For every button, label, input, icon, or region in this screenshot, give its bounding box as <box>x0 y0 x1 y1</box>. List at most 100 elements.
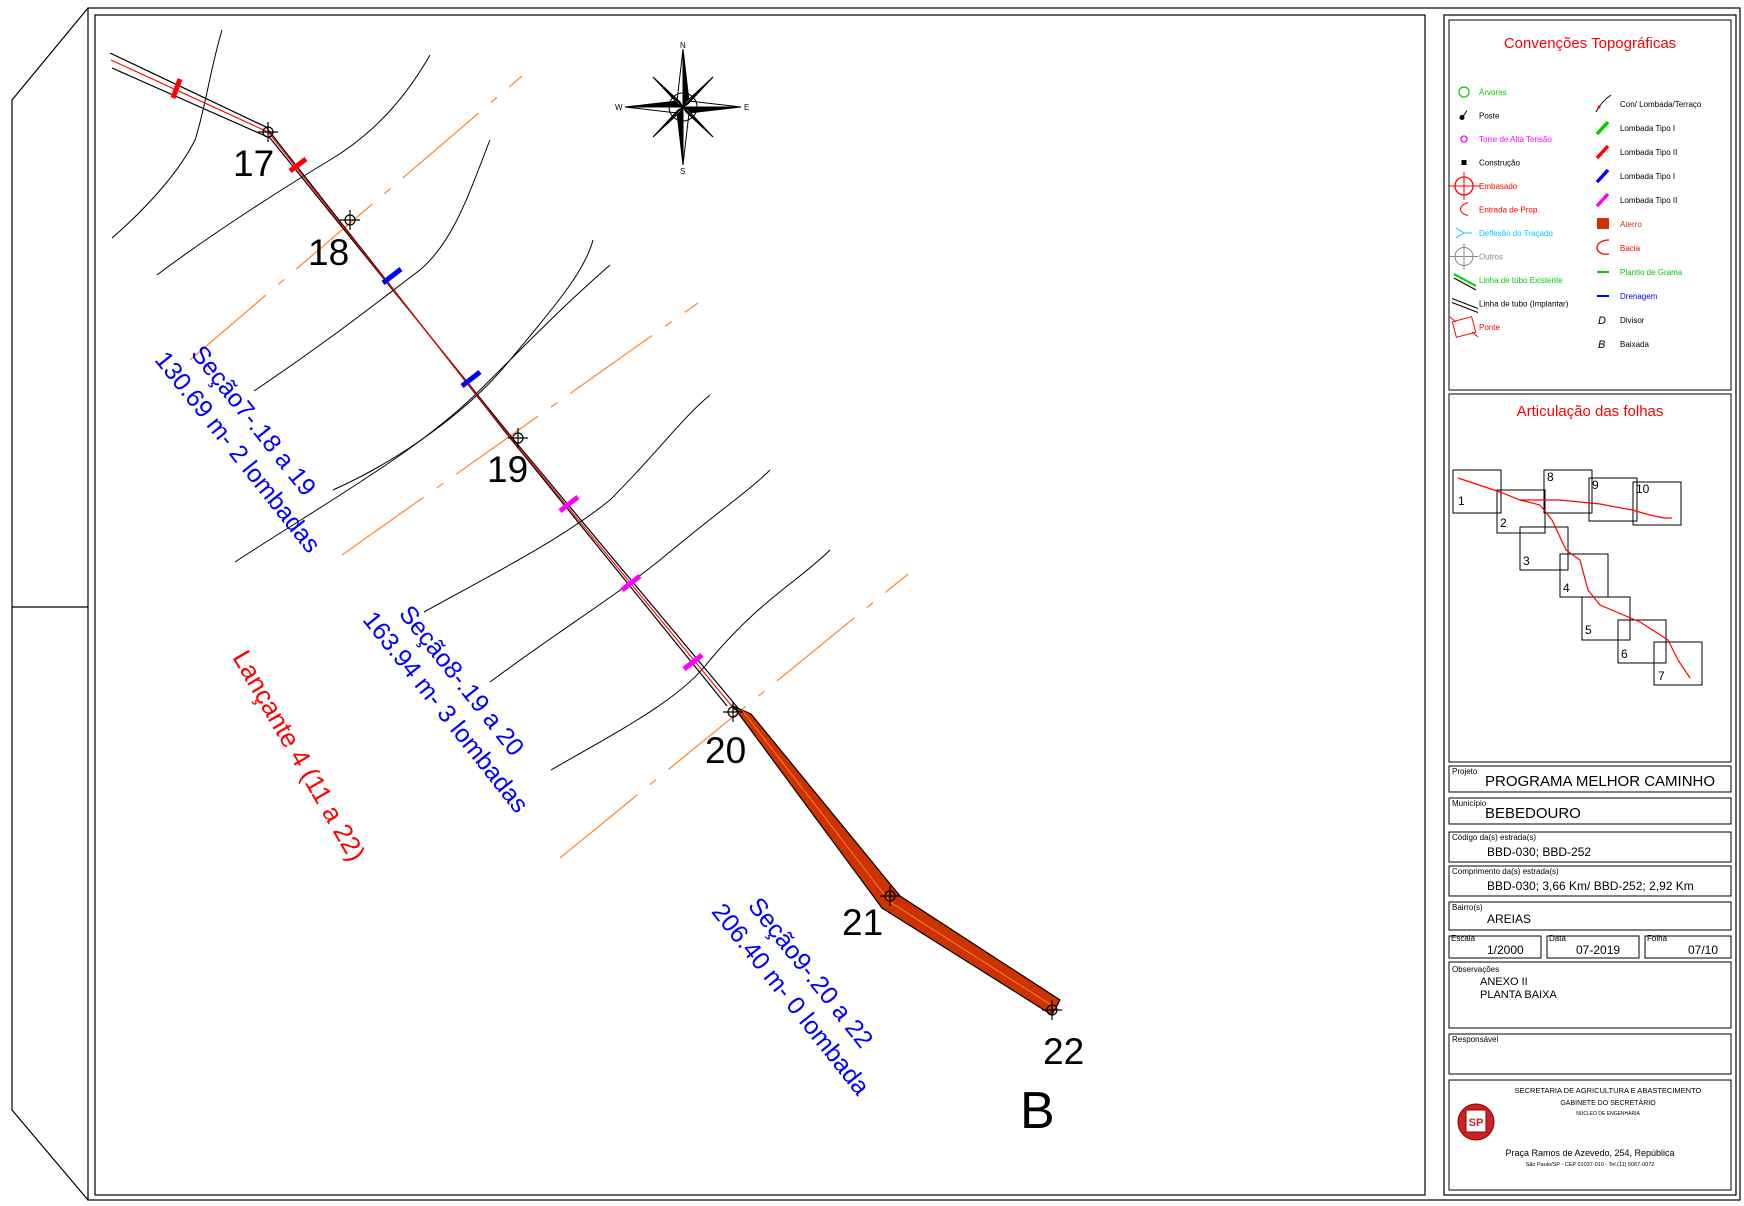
resp-label: Responsável <box>1452 1035 1498 1044</box>
lombada-icon <box>1595 144 1610 160</box>
bairro-label: Bairro(s) <box>1452 903 1483 912</box>
lombada-magenta <box>682 653 704 671</box>
sheet-number: 7 <box>1658 669 1665 683</box>
lombada-icon <box>1595 168 1610 184</box>
legend-right-column: Con/ Lombada/Terraço Lombada Tipo I Lombad… <box>1595 94 1702 351</box>
legend-label: Con/ Lombada/Terraço <box>1620 100 1702 109</box>
lombada-blue <box>460 370 482 388</box>
station-marker <box>508 428 528 448</box>
lombada-red <box>170 78 183 99</box>
compass-e: E <box>744 103 749 112</box>
station-marker <box>340 210 360 230</box>
station-label: 21 <box>842 902 883 943</box>
comprimento-value: BBD-030; 3,66 Km/ BBD-252; 2,92 Km <box>1487 879 1694 893</box>
section-label-8: Seção8-.19 a 20 163.94 m- 3 lombadas <box>357 600 534 818</box>
contour-lines <box>111 29 831 771</box>
sheet-box <box>1653 641 1703 686</box>
tower-icon <box>1460 135 1468 143</box>
sheet-number: 6 <box>1621 647 1628 661</box>
entry-icon <box>1460 202 1469 216</box>
sheet-number: 2 <box>1500 516 1507 530</box>
sheet-index <box>1452 469 1703 686</box>
sheet-number: 4 <box>1563 581 1570 595</box>
legend-symbol: B <box>1598 339 1605 351</box>
legend-label: Linha de tubo (Implantar) <box>1479 300 1569 309</box>
route-trace <box>1520 499 1672 519</box>
section-line <box>341 302 699 556</box>
obs-line2: PLANTA BAIXA <box>1480 989 1557 1001</box>
legend-title: Convenções Topográficas <box>1504 35 1676 52</box>
escala-value: 1/2000 <box>1487 943 1524 957</box>
legend-label: Aterro <box>1620 220 1642 229</box>
sheet-frame <box>11 7 1741 1201</box>
compass-rose: N S E W <box>615 41 749 176</box>
legend-label: Outros <box>1479 253 1503 262</box>
lombada-magenta <box>558 495 580 513</box>
station-label: 17 <box>233 143 274 184</box>
lombada-blue <box>381 267 403 285</box>
section-label-7: Seção7-.18 a 19 130.69 m- 2 lombadas <box>149 340 326 558</box>
pipe-new-icon <box>1451 298 1479 313</box>
org-line3: NÚCLEO DE ENGENHARIA <box>1576 1110 1640 1117</box>
projeto-value: PROGRAMA MELHOR CAMINHO <box>1485 773 1715 790</box>
station-labels: 17 18 19 20 21 22 <box>233 143 1084 1072</box>
contour-line <box>332 239 594 491</box>
legend-label: Torre de Alta Tensão <box>1479 135 1552 144</box>
sheet-number: 9 <box>1592 478 1599 492</box>
seal-text: SP <box>1469 1117 1484 1129</box>
contour-line <box>423 394 711 613</box>
pole-icon <box>1459 110 1468 120</box>
section-line <box>189 75 523 361</box>
legend-label: Plantio de Grama <box>1620 268 1683 277</box>
station-marker <box>723 702 743 722</box>
org-block: SP SECRETARIA DE AGRICULTURA E ABASTECIM… <box>1457 1086 1702 1168</box>
lombada-icon <box>1595 120 1610 136</box>
sheet-box <box>1543 469 1593 514</box>
lombada-red <box>288 157 308 173</box>
station-label: 18 <box>308 232 349 273</box>
obs-line1: ANEXO II <box>1480 976 1528 988</box>
legend-label: Lombada Tipo II <box>1620 196 1677 205</box>
legend-left-column: Árvores Poste Torre de Alta Tensão Construç… <box>1448 86 1569 338</box>
legend-label: Poste <box>1479 112 1500 121</box>
aterro-icon <box>1597 218 1609 229</box>
articulacao-panel: Articulação das folhas 1 2 3 4 5 6 7 8 9 <box>1448 393 1732 763</box>
contour-line <box>234 264 611 563</box>
others-icon <box>1450 243 1478 270</box>
title-block <box>1448 765 1732 1191</box>
contour-line <box>550 549 831 771</box>
contour-line <box>156 54 431 276</box>
lombada-magenta <box>620 574 642 592</box>
data-value: 07-2019 <box>1576 943 1620 957</box>
folha-value: 07/10 <box>1688 943 1718 957</box>
legend-label: Ponte <box>1479 323 1500 332</box>
escala-label: Escala <box>1451 934 1476 943</box>
legend-label: Deflexão do Traçado <box>1479 229 1553 238</box>
legend-label: Embasado <box>1479 182 1518 191</box>
legend-label: Drenagem <box>1620 292 1658 301</box>
articulacao-title: Articulação das folhas <box>1517 403 1664 420</box>
legend-label: Bacia <box>1620 244 1641 253</box>
north-arrow-icon <box>624 48 742 166</box>
sheet-number: 10 <box>1636 482 1650 496</box>
basin-icon <box>1596 239 1610 255</box>
compass-n: N <box>680 41 686 50</box>
bairro-value: AREIAS <box>1487 912 1531 926</box>
municipio-label: Município <box>1452 799 1487 808</box>
sheet-number: 8 <box>1547 470 1554 484</box>
compass-s: S <box>680 167 685 176</box>
contour-line <box>111 29 223 239</box>
lombada-icon <box>1595 192 1610 208</box>
org-line1: SECRETARIA DE AGRICULTURA E ABASTECIMENT… <box>1515 1086 1702 1095</box>
legend-label: Linha de tubo Existente <box>1479 276 1563 285</box>
contour-line <box>489 469 771 683</box>
legend-label: Lombada Tipo I <box>1620 172 1675 181</box>
legend-label: Construção <box>1479 159 1520 168</box>
deflection-icon <box>1455 227 1472 239</box>
section-line <box>559 573 909 859</box>
data-label: Data <box>1549 934 1566 943</box>
station-label: 22 <box>1043 1031 1084 1072</box>
legend-panel: Convenções Topográficas Árvores Poste Torr… <box>1448 19 1732 391</box>
station-markers <box>258 122 1062 1020</box>
